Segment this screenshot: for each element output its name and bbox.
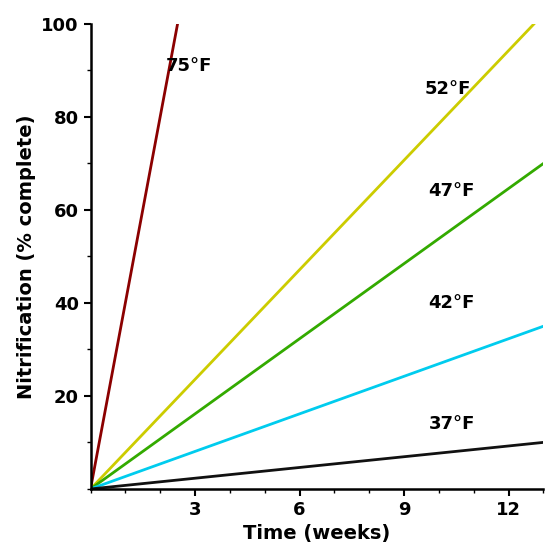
Y-axis label: Nitrification (% complete): Nitrification (% complete): [17, 114, 36, 399]
Text: 75°F: 75°F: [165, 57, 212, 74]
Text: 37°F: 37°F: [428, 415, 475, 433]
X-axis label: Time (weeks): Time (weeks): [243, 524, 390, 543]
Text: 42°F: 42°F: [428, 294, 475, 312]
Text: 47°F: 47°F: [428, 182, 475, 200]
Text: 52°F: 52°F: [425, 80, 472, 98]
